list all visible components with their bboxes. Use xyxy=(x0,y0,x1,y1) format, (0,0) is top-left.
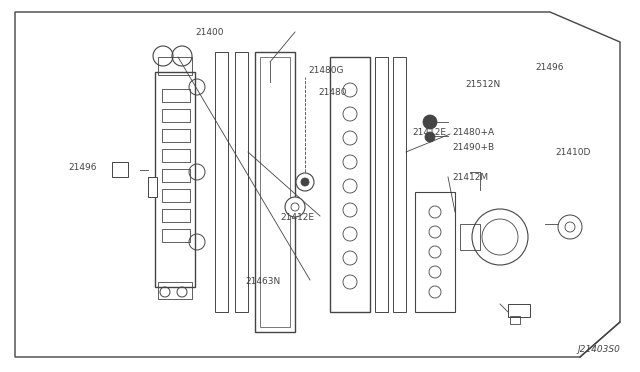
Text: 21480+A: 21480+A xyxy=(452,128,494,137)
Circle shape xyxy=(423,115,437,129)
Circle shape xyxy=(301,178,309,186)
Polygon shape xyxy=(148,177,157,197)
Text: 21412M: 21412M xyxy=(452,173,488,182)
Text: 21512N: 21512N xyxy=(465,80,500,89)
Text: 21480G: 21480G xyxy=(308,65,344,74)
Circle shape xyxy=(425,132,435,142)
Text: 21412E: 21412E xyxy=(280,212,314,221)
Text: 21490+B: 21490+B xyxy=(452,142,494,151)
Text: 21496: 21496 xyxy=(535,62,563,71)
Text: 21400: 21400 xyxy=(195,28,223,36)
Circle shape xyxy=(285,197,305,217)
Text: 21463N: 21463N xyxy=(245,278,280,286)
Text: J21403S0: J21403S0 xyxy=(577,345,620,354)
Circle shape xyxy=(291,203,299,211)
Text: 21496: 21496 xyxy=(68,163,97,171)
Circle shape xyxy=(296,173,314,191)
Text: 21412E: 21412E xyxy=(412,128,446,137)
Text: 21410D: 21410D xyxy=(555,148,590,157)
Text: 21480: 21480 xyxy=(318,87,346,96)
